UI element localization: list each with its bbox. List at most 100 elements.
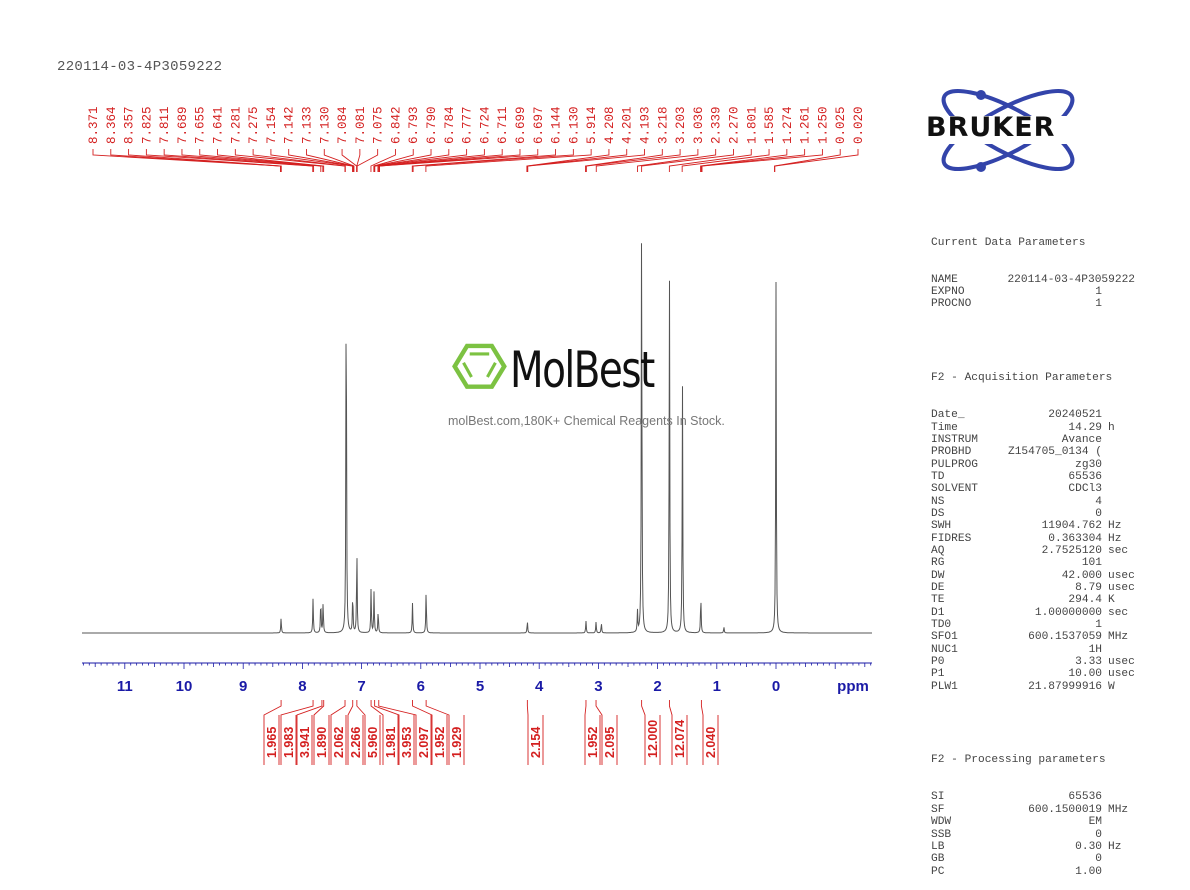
param-row-time: Time 14.29 h — [931, 422, 1141, 434]
peak-label-leader-lines — [92, 149, 859, 172]
param-value: 65536 — [1068, 470, 1102, 483]
peak-shift-label: 1.585 — [763, 106, 777, 144]
nmr-spectrum-chart: 8.371 8.364 8.357 7.825 7.811 7.689 7.655 7.641… — [82, 106, 872, 765]
param-row-pc: PC 1.00 — [931, 866, 1141, 878]
param-row-probhd: PROBHD Z154705_0134 ( — [931, 446, 1141, 458]
integral-value: 2.154 — [529, 727, 543, 758]
param-key: PROCNO — [931, 298, 972, 311]
param-value: 3.33 — [1075, 656, 1102, 669]
param-value: 21.87999916 — [1028, 680, 1102, 693]
integral-value: 2.095 — [603, 727, 617, 758]
param-unit: W — [1108, 680, 1115, 693]
param-value: zg30 — [1075, 458, 1102, 471]
param-unit — [1102, 459, 1108, 471]
param-value: 0 — [1095, 507, 1102, 520]
x-tick-label: 11 — [117, 678, 133, 695]
peak-shift-label: 1.274 — [781, 106, 795, 144]
param-key: TD — [931, 470, 945, 483]
param-unit: K — [1108, 594, 1115, 607]
param-value: Z154705_0134 ( — [1008, 446, 1102, 459]
param-unit: Hz — [1108, 840, 1122, 853]
bruker-logo-icon — [924, 89, 1092, 172]
integral-value: 1.981 — [384, 727, 398, 758]
peak-shift-label: 6.144 — [550, 106, 564, 144]
x-tick-label: 8 — [298, 678, 306, 695]
param-unit — [1102, 446, 1108, 458]
param-key: P1 — [931, 668, 945, 681]
bruker-logo-text: BRUKER — [926, 112, 1056, 143]
param-row-pulprog: PULPROG zg30 — [931, 459, 1141, 471]
param-unit: usec — [1108, 569, 1135, 582]
integral-value: 12.074 — [673, 720, 687, 758]
param-value: 220114-03-4P3059222 — [1007, 273, 1135, 286]
param-key: SI — [931, 791, 945, 804]
param-unit — [1102, 644, 1108, 656]
param-unit — [1102, 409, 1108, 421]
peak-shift-label: 7.825 — [140, 106, 154, 144]
peak-shift-label: 1.801 — [745, 106, 759, 144]
integral-value: 3.953 — [400, 727, 414, 758]
x-tick-label: 3 — [594, 678, 602, 695]
param-value: 10.00 — [1068, 668, 1102, 681]
integral-value: 1.952 — [433, 727, 447, 758]
peak-shift-label: 1.261 — [799, 106, 813, 144]
peak-shift-label: 6.784 — [443, 106, 457, 144]
acquisition-params-header: F2 - Acquisition Parameters — [931, 372, 1113, 385]
param-unit — [1102, 496, 1108, 508]
peak-shift-label: 0.025 — [834, 106, 848, 144]
integral-labels: 1.965 1.983 3.941 1.890 2.062 2.266 5.960 1.981… — [263, 700, 719, 765]
param-unit — [1102, 791, 1108, 803]
peak-shift-label: 6.711 — [496, 106, 510, 144]
param-row-dw: DW 42.000 usec — [931, 570, 1141, 582]
param-row-d1: D1 1.00000000 sec — [931, 607, 1141, 619]
param-unit — [1102, 483, 1108, 495]
integral-value: 2.040 — [704, 727, 718, 758]
param-row-p0: P0 3.33 usec — [931, 656, 1141, 668]
x-tick-label: 10 — [176, 678, 193, 695]
param-row-ssb: SSB 0 — [931, 829, 1141, 841]
param-row-aq: AQ 2.7525120 sec — [931, 545, 1141, 557]
param-value: 1H — [1088, 643, 1102, 656]
peak-labels: 8.371 8.364 8.357 7.825 7.811 7.689 7.655 7.641… — [87, 106, 866, 144]
param-row-swh: SWH 11904.762 Hz — [931, 520, 1141, 532]
molbest-logo-text: MolBest — [510, 341, 655, 399]
param-value: 11904.762 — [1041, 520, 1102, 533]
integral-value: 1.983 — [282, 727, 296, 758]
param-unit — [1102, 853, 1108, 865]
param-row-procno: PROCNO 1 — [931, 298, 1141, 310]
param-value: 65536 — [1068, 791, 1102, 804]
param-row-td: TD 65536 — [931, 471, 1141, 483]
param-value: Avance — [1061, 433, 1102, 446]
param-unit: Hz — [1108, 520, 1122, 533]
peak-shift-label: 7.641 — [212, 106, 226, 144]
processing-params-list: SI 65536 SF 600.1500019 MHz WDW EM SSB 0 LB 0.30 Hz… — [931, 791, 1141, 877]
param-key: EXPNO — [931, 286, 965, 299]
param-key: PLW1 — [931, 680, 958, 693]
param-key: Time — [931, 421, 958, 434]
param-row-sf: SF 600.1500019 MHz — [931, 804, 1141, 816]
param-row-de: DE 8.79 usec — [931, 582, 1141, 594]
peak-shift-label: 6.842 — [389, 106, 403, 144]
param-row-expno: EXPNO 1 — [931, 286, 1141, 298]
peak-shift-label: 2.270 — [727, 106, 741, 144]
peak-shift-label: 4.201 — [621, 106, 635, 144]
param-value: 4 — [1095, 495, 1102, 508]
param-key: NS — [931, 495, 945, 508]
param-row-td0: TD0 1 — [931, 619, 1141, 631]
peak-shift-label: 5.914 — [585, 106, 599, 144]
param-value: CDCl3 — [1068, 483, 1102, 496]
integral-value: 2.266 — [349, 727, 363, 758]
sample-title: 220114-03-4P3059222 — [57, 59, 223, 75]
param-value: 2.7525120 — [1041, 544, 1102, 557]
param-unit — [1102, 816, 1108, 828]
peak-shift-label: 7.281 — [229, 106, 243, 144]
param-value: 294.4 — [1068, 594, 1102, 607]
peak-shift-label: 8.364 — [105, 106, 119, 144]
param-key: TD0 — [931, 619, 952, 631]
acquisition-parameters-panel: Current Data Parameters NAME 220114-03-4P… — [931, 212, 1141, 890]
param-value: 14.29 — [1068, 421, 1102, 434]
param-key: DE — [931, 581, 945, 594]
molbest-logo-icon — [452, 343, 507, 389]
param-value: 20240521 — [1048, 409, 1102, 422]
param-row-gb: GB 0 — [931, 853, 1141, 865]
